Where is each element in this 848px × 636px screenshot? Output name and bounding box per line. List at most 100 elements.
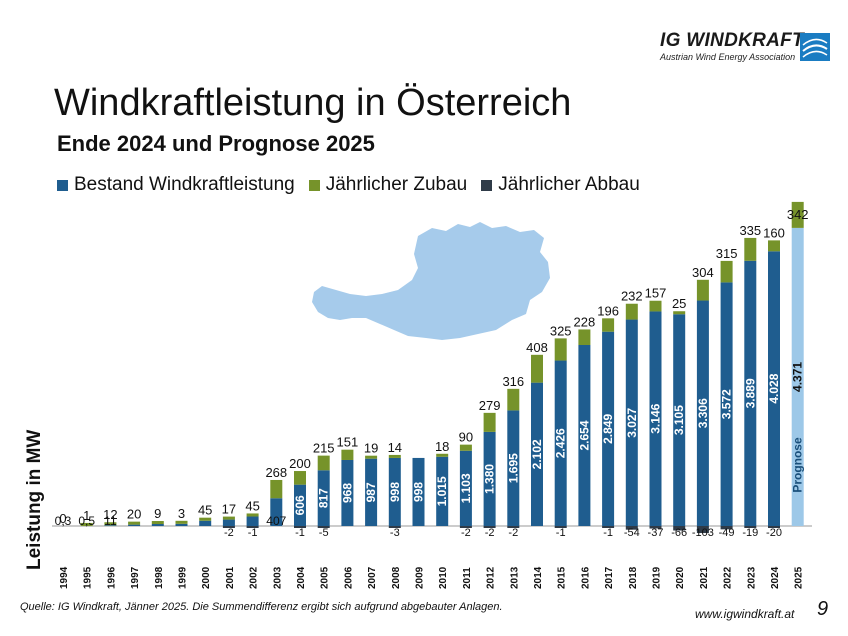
logo-title: IG WINDKRAFT — [660, 30, 804, 51]
bar-zubau-2017 — [602, 318, 615, 332]
x-tick-label-2001: 2001 — [225, 566, 236, 589]
bar-bestand-2025 — [791, 227, 804, 526]
bar-abbau-2012 — [483, 526, 496, 528]
legend-label-abbau: Jährlicher Abbau — [498, 174, 640, 195]
bar-bestand-2007 — [365, 458, 378, 526]
bar-zubau-2011 — [459, 444, 472, 451]
label-zubau-2010: 18 — [435, 439, 449, 454]
bar-zubau-2015 — [554, 338, 567, 361]
label-bestand-2013: 1.695 — [506, 453, 520, 483]
label-bestand-2022: 3.572 — [720, 389, 734, 419]
bar-bestand-2000 — [199, 520, 212, 526]
x-tick-label-2017: 2017 — [604, 566, 615, 589]
x-tick-label-2003: 2003 — [272, 566, 283, 589]
x-tick-label-2010: 2010 — [438, 566, 449, 589]
bar-bestand-2020 — [673, 314, 686, 526]
label-abbau-2020: -66 — [671, 527, 687, 539]
bar-bestand-2006 — [341, 459, 354, 526]
x-tick-label-2011: 2011 — [462, 567, 473, 589]
bar-zubau-2023 — [744, 237, 757, 261]
website-link[interactable]: www.igwindkraft.at — [695, 607, 795, 621]
bar-bestand-2001 — [222, 519, 235, 526]
bar-zubau-2005 — [317, 455, 330, 471]
label-bestand-2021: 3.306 — [696, 398, 710, 428]
x-tick-label-2002: 2002 — [249, 566, 260, 589]
legend-label-zubau: Jährlicher Zubau — [325, 174, 468, 195]
label-zubau-2005: 215 — [313, 441, 335, 456]
label-bestand-2004: 606 — [293, 495, 307, 515]
x-tick-label-2016: 2016 — [580, 566, 591, 589]
label-bestand-2025: 4.371 — [791, 362, 805, 392]
legend-item-bestand: Bestand Windkraftleistung — [57, 174, 295, 196]
label-bestand-2006: 968 — [340, 483, 354, 503]
label-zubau-1996: 12 — [103, 507, 117, 522]
label-zubau-2012: 279 — [479, 398, 501, 413]
x-tick-label-2004: 2004 — [296, 566, 307, 589]
bar-zubau-2013 — [507, 388, 520, 411]
x-tick-label-2005: 2005 — [320, 566, 331, 589]
bar-bestand-2023 — [744, 260, 757, 526]
bar-zubau-2004 — [294, 471, 306, 485]
label-abbau-2001: -2 — [224, 527, 234, 539]
label-zubau-2002: 45 — [245, 498, 259, 513]
label-bestand-2008: 998 — [388, 482, 402, 502]
x-tick-label-2019: 2019 — [652, 566, 663, 589]
legend-item-abbau: Jährlicher Abbau — [481, 174, 640, 196]
label-abbau-2021: -103 — [692, 527, 714, 539]
bar-zubau-1999 — [175, 520, 188, 524]
label-abbau-2005: -5 — [319, 527, 329, 539]
label-zubau-2019: 157 — [645, 286, 667, 301]
label-zubau-2022: 315 — [716, 246, 738, 261]
label-bestand-2014: 2.102 — [530, 439, 544, 469]
label-abbau-2017: -1 — [603, 527, 613, 539]
bar-zubau-2001 — [222, 516, 235, 520]
x-tick-label-2020: 2020 — [675, 566, 686, 589]
bar-bestand-2003 — [270, 498, 283, 526]
bar-zubau-2024 — [768, 240, 780, 252]
bar-abbau-2008 — [388, 526, 401, 528]
label-bestand-2009: 998 — [412, 482, 426, 502]
label-abbau-2019: -37 — [648, 527, 664, 539]
label-zubau-2020: 25 — [672, 296, 686, 311]
label-bestand-1996: 11 — [104, 514, 117, 528]
legend-swatch-bestand — [57, 179, 68, 191]
label-abbau-2013: -2 — [508, 527, 518, 539]
bar-bestand-2009 — [412, 457, 425, 526]
label-zubau-2015: 325 — [550, 323, 572, 338]
label-zubau-2024: 160 — [763, 225, 785, 240]
bar-zubau-2003 — [270, 479, 283, 499]
page-subtitle: Ende 2024 und Prognose 2025 — [57, 131, 375, 156]
label-bestand-2010: 1.015 — [435, 476, 449, 506]
prognose-label: Prognose — [791, 437, 805, 493]
bar-zubau-2012 — [483, 412, 496, 432]
bar-bestand-2014 — [531, 382, 543, 526]
x-tick-label-2024: 2024 — [770, 566, 781, 589]
label-zubau-2000: 45 — [198, 503, 212, 518]
bar-zubau-2000 — [199, 517, 212, 521]
label-abbau-2004: -1 — [295, 527, 305, 539]
bar-zubau-1996 — [104, 522, 117, 526]
label-zubau-2017: 196 — [597, 303, 619, 318]
label-zubau-2008: 14 — [388, 440, 402, 455]
label-bestand-2018: 3.027 — [625, 407, 639, 437]
bar-abbau-2019 — [649, 526, 662, 529]
x-tick-label-1998: 1998 — [154, 566, 165, 589]
label-bestand-1995: 0,5 — [78, 514, 95, 528]
label-zubau-2007: 19 — [364, 441, 378, 456]
label-zubau-2011: 90 — [459, 430, 473, 445]
label-zubau-2001: 17 — [222, 502, 236, 517]
bar-zubau-1998 — [151, 521, 164, 525]
x-tick-label-2007: 2007 — [367, 566, 378, 589]
label-abbau-2024: -20 — [766, 527, 782, 539]
bar-zubau-2006 — [341, 449, 354, 460]
bar-bestand-2015 — [554, 360, 567, 526]
label-abbau-2008: -3 — [390, 527, 400, 539]
label-zubau-1998: 9 — [154, 506, 161, 521]
label-zubau-2004: 200 — [289, 456, 311, 471]
bar-bestand-2024 — [768, 251, 780, 526]
label-bestand-2015: 2.426 — [554, 428, 568, 458]
x-tick-label-2013: 2013 — [509, 566, 520, 589]
label-bestand-2005: 817 — [317, 488, 331, 508]
label-bestand-2016: 2.654 — [577, 420, 591, 450]
